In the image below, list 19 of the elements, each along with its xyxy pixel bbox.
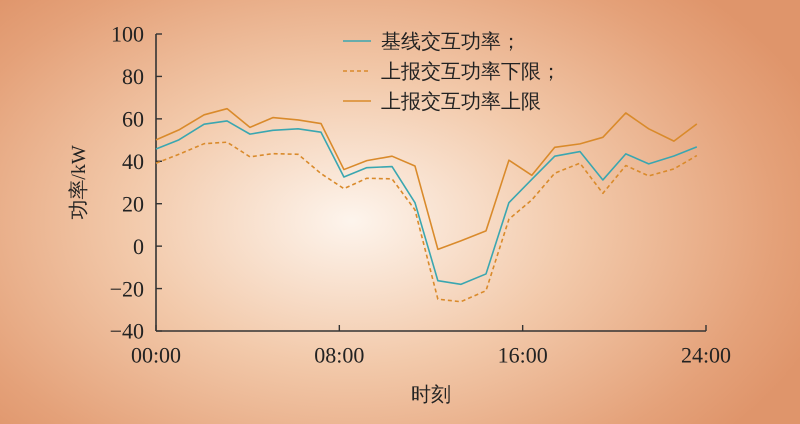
y-tick-label: 100: [111, 22, 144, 47]
legend-label: 上报交互功率上限: [381, 91, 541, 113]
y-tick-label: −40: [110, 318, 144, 344]
x-tick-label: 24:00: [680, 342, 732, 368]
y-tick-label: −20: [110, 276, 144, 302]
y-tick-label: 20: [122, 191, 144, 216]
y-tick-label: 0: [133, 234, 144, 259]
line-series: [155, 120, 698, 286]
legend-label: 上报交互功率下限；: [381, 61, 561, 83]
x-tick-label: 16:00: [498, 342, 548, 368]
legend-label: 基线交互功率；: [381, 31, 521, 53]
x-tick-label: 00:00: [130, 342, 182, 368]
x-tick-label: 08:00: [314, 342, 364, 368]
y-axis-title: 功率/kW: [68, 145, 90, 220]
y-tick-label: 60: [122, 106, 144, 132]
x-axis-title: 时刻: [411, 384, 451, 406]
y-tick-label: 40: [122, 148, 144, 174]
line-series: [155, 141, 698, 303]
y-tick-label: 80: [122, 64, 144, 90]
